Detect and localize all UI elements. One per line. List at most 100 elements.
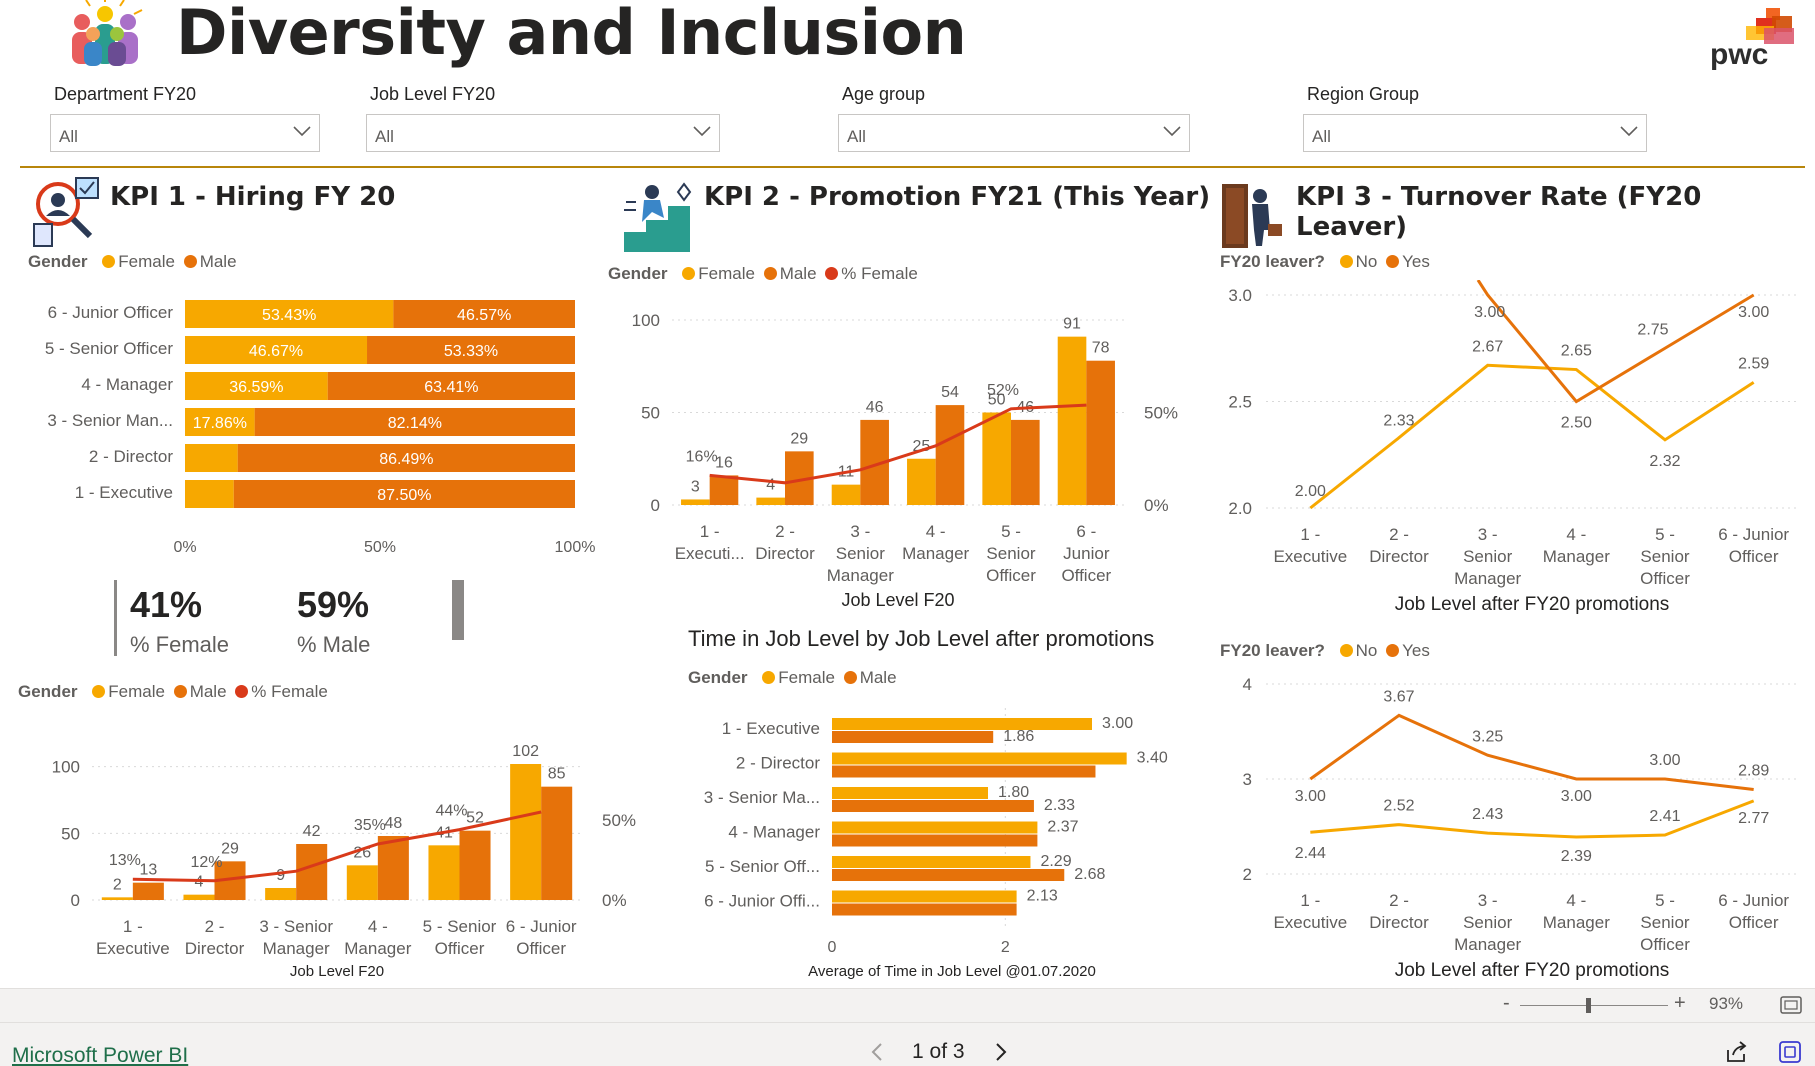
zoom-slider-thumb[interactable] (1586, 998, 1591, 1013)
fit-to-page-icon[interactable] (1780, 996, 1802, 1014)
prev-page-icon[interactable] (870, 1042, 884, 1062)
legend-pct-female: % Female (251, 682, 328, 701)
legend-pct-female-dot (825, 267, 839, 280)
filter-department-value: All (59, 127, 78, 146)
bar-female (831, 484, 861, 505)
filter-label-department: Department FY20 (54, 84, 197, 104)
legend-title: Gender (608, 264, 668, 283)
legend-title: Gender (18, 682, 78, 701)
time-in-level-bar-chart[interactable]: 1 - Executive 3.00 1.86 2 - Director 3.40 3 -… (660, 704, 1220, 986)
x-tick-label: 6 - (1076, 522, 1096, 541)
fullscreen-icon[interactable] (1778, 1040, 1802, 1064)
bar-female (428, 845, 460, 900)
y-tick-label: 4 - Manager (728, 823, 820, 842)
data-label: 102 (512, 743, 539, 760)
x-tick-label: 5 - (1655, 891, 1675, 910)
x-tick-label: Manager (344, 939, 411, 958)
legend-male: Male (189, 682, 227, 701)
data-label: 29 (790, 430, 808, 447)
bar-female (185, 300, 394, 328)
data-label: 2.00 (1295, 483, 1326, 500)
legend-no-dot (1339, 255, 1353, 268)
x-tick-label: Director (1369, 913, 1429, 932)
legend-no: No (1355, 252, 1378, 271)
filter-label-region-group: Region Group (1307, 84, 1420, 104)
promotion-legend: Gender Female Male % Female (608, 264, 918, 284)
data-label: 50 (988, 392, 1006, 409)
bar-male (709, 475, 739, 505)
legend-yes-dot (1386, 255, 1400, 268)
legend-female-dot (682, 267, 696, 280)
time-in-level-title: Time in Job Level by Job Level after pro… (688, 626, 1155, 651)
y2-tick-label: 50% (1144, 404, 1178, 423)
hiring-combo-legend: Gender Female Male % Female (18, 682, 328, 702)
legend-male: Male (859, 668, 897, 687)
legend-title: Gender (28, 252, 88, 271)
x-tick-label: 0 (828, 939, 837, 956)
x-tick-label: Director (185, 939, 245, 958)
bar-female (185, 372, 328, 400)
data-label: 2.44 (1295, 845, 1326, 862)
x-tick-label: 4 - (1566, 525, 1586, 544)
x-tick-label: Manager (1454, 935, 1521, 954)
power-bi-link[interactable]: Microsoft Power BI (12, 1044, 189, 1066)
bar-female (346, 865, 378, 900)
kpi1-legend: Gender Female Male (28, 252, 237, 272)
data-label: 13 (139, 862, 157, 879)
x-tick-label: Senior (1640, 913, 1689, 932)
x-axis-title: Job Level after FY20 promotions (1395, 960, 1670, 981)
x-tick-label: 100% (555, 539, 596, 556)
bar-female (681, 499, 710, 505)
data-label: 4 (766, 477, 775, 494)
data-label: 3.40 (1137, 750, 1168, 767)
zoom-slider-track[interactable] (1520, 1005, 1668, 1006)
turnover-line-chart-1[interactable]: 2.0 2.5 3.0 2.00 2.33 2.67 2.65 2.32 2.59 3.00 2.5… (1220, 280, 1810, 620)
line-yes (1309, 713, 1754, 791)
turnover-line-chart-2[interactable]: 2 3 4 2.44 2.52 2.43 2.39 2.41 2.77 3.00 3.67 3.25 3… (1220, 670, 1810, 988)
x-tick-label: Senior (836, 544, 885, 563)
kpi2-title: KPI 2 - Promotion FY21 (This Year) (704, 182, 1211, 212)
bar-female (265, 888, 297, 900)
data-label: 2.68 (1074, 866, 1105, 883)
y2-tick-label: 0% (602, 891, 627, 910)
x-tick-label: 1 - (700, 522, 720, 541)
card-scroll-handle[interactable] (452, 580, 464, 640)
data-label: 91 (1063, 316, 1081, 333)
legend-female: Female (108, 682, 165, 701)
x-tick-label: Senior (1640, 547, 1689, 566)
zoom-in-button[interactable]: + (1674, 992, 1686, 1014)
data-label: 3.25 (1472, 728, 1503, 745)
data-label: 2.65 (1561, 343, 1592, 360)
promotion-combo-chart[interactable]: 0 50 100 0% 50% 3 16 1 - Executi... 4 29 2 - Directo… (600, 300, 1220, 612)
y-tick-label: 2 (1243, 865, 1252, 884)
filter-job-level-dropdown[interactable]: All (366, 114, 720, 152)
data-label: 2.67 (1472, 338, 1503, 355)
bar-male (459, 830, 491, 900)
filter-age-group-dropdown[interactable]: All (838, 114, 1190, 152)
filter-region-group-dropdown[interactable]: All (1303, 114, 1647, 152)
bar-male (1086, 360, 1115, 505)
y-tick-label: 3 - Senior Man... (47, 411, 173, 430)
data-label: 52 (466, 810, 484, 827)
x-axis-title: Job Level after FY20 promotions (1395, 594, 1670, 615)
x-tick-label: 2 (1001, 939, 1010, 956)
x-tick-label: Senior (986, 544, 1035, 563)
share-icon[interactable] (1724, 1040, 1748, 1064)
next-page-icon[interactable] (994, 1042, 1008, 1062)
hiring-stacked-bar-chart[interactable]: 6 - Junior Officer 53.43% 46.57% 5 - Senior… (0, 290, 600, 560)
line-pct-female (709, 403, 1087, 485)
x-tick-label: 5 - (1001, 522, 1021, 541)
y-tick-label: 3 - Senior Ma... (704, 788, 820, 807)
zoom-out-button[interactable]: - (1503, 992, 1510, 1014)
line-no (1309, 363, 1755, 510)
x-tick-label: Officer (1640, 935, 1690, 954)
y-tick-label: 50 (641, 404, 660, 423)
legend-female-dot (102, 255, 116, 268)
x-tick-label: Senior (1463, 913, 1512, 932)
bar-female (185, 480, 234, 508)
filter-department-dropdown[interactable]: All (50, 114, 320, 152)
data-label: 29 (221, 840, 239, 857)
bar-female (183, 894, 215, 900)
data-label: 87.50% (377, 487, 431, 504)
